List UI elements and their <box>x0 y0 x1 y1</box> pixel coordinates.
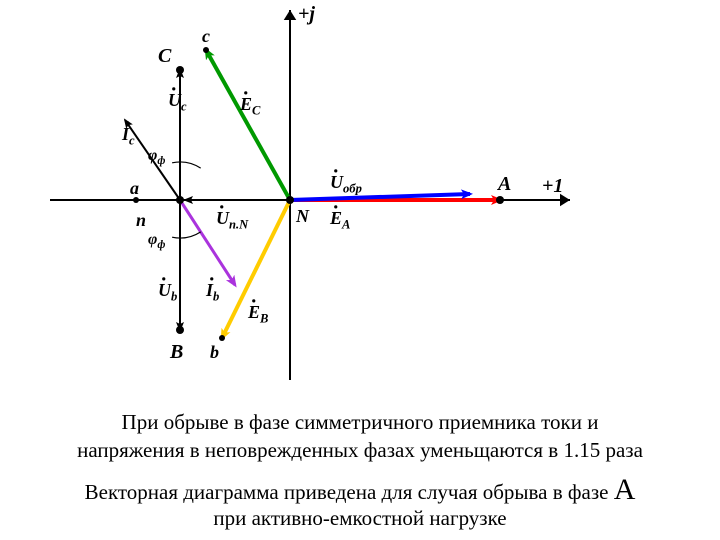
svg-text:c: c <box>202 26 210 46</box>
svg-text:+j: +j <box>298 3 315 25</box>
caption-line-1: При обрыве в фазе симметричного приемник… <box>122 410 599 434</box>
svg-text:a: a <box>130 178 139 198</box>
svg-text:n: n <box>136 210 146 230</box>
svg-text:B: B <box>169 341 183 363</box>
svg-text:φф: φф <box>148 147 165 167</box>
svg-text:Uобр: Uобр <box>330 172 362 196</box>
label: Ic <box>121 121 135 147</box>
svg-text:EC: EC <box>239 94 261 118</box>
svg-text:Ib: Ib <box>205 280 219 304</box>
svg-text:EB: EB <box>247 302 268 326</box>
label: φф <box>148 147 165 167</box>
point-b <box>219 335 225 341</box>
point-B <box>176 326 184 334</box>
label: EC <box>239 91 261 117</box>
svg-text:EA: EA <box>329 208 350 232</box>
label: EA <box>329 205 350 231</box>
point-n <box>176 196 184 204</box>
svg-text:N: N <box>295 206 310 226</box>
point-A <box>496 196 504 204</box>
point-C <box>176 66 184 74</box>
point-c <box>203 47 209 53</box>
caption-phase-A: А <box>614 473 636 506</box>
label: φф <box>148 231 165 251</box>
svg-text:Ub: Ub <box>158 280 177 304</box>
svg-text:C: C <box>158 45 172 67</box>
svg-text:Uc: Uc <box>168 90 187 114</box>
label: Un.N <box>216 205 249 231</box>
label: Uc <box>168 87 187 113</box>
label: Ub <box>158 277 177 303</box>
caption-line-4: при активно-емкостной нагрузке <box>213 506 506 530</box>
caption-block-1: При обрыве в фазе симметричного приемник… <box>0 408 720 465</box>
label: Ib <box>205 277 219 303</box>
figure-container: +j +1 Nn A B Ca b c EA EB EC Uобр Un.N Uc Ub Ic Ib φф φф П… <box>0 0 720 540</box>
svg-text:+1: +1 <box>542 175 563 197</box>
vector-E_C <box>206 50 290 200</box>
point-N <box>286 196 294 204</box>
phasor-diagram: +j +1 Nn A B Ca b c EA EB EC Uобр Un.N Uc Ub Ic Ib φф φф <box>30 0 590 400</box>
caption-line-3-pre: Векторная диаграмма приведена для случая… <box>85 480 614 504</box>
caption-block-3: при активно-емкостной нагрузке <box>0 504 720 532</box>
svg-text:A: A <box>496 173 511 195</box>
svg-text:Ic: Ic <box>121 124 135 148</box>
svg-text:Un.N: Un.N <box>216 208 249 232</box>
svg-text:φф: φф <box>148 231 165 251</box>
label: Uобр <box>330 169 362 195</box>
label: EB <box>247 299 268 325</box>
caption-line-2: напряжения в неповрежденных фазах уменьщ… <box>77 438 643 462</box>
svg-text:b: b <box>210 342 219 362</box>
